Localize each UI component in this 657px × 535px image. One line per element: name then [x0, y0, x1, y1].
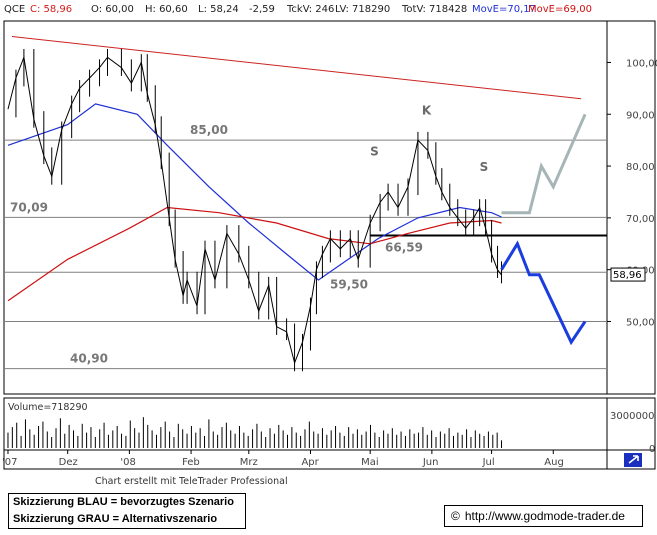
- source-url[interactable]: http://www.godmode-trader.de: [464, 509, 625, 523]
- moving-average-red: [7, 206, 502, 302]
- nav-arrow-icon[interactable]: [624, 453, 642, 467]
- level-label: 40,90: [70, 352, 108, 366]
- header-ma-blue: MovE=70,17: [472, 4, 536, 15]
- y-tick-label: 50,00: [626, 317, 655, 328]
- header-tick-volume: TckV: 246: [286, 4, 334, 15]
- x-tick-label: Jun: [422, 457, 439, 468]
- scenario-legend: Skizzierung BLAU = bevorzugtes Szenario …: [8, 493, 246, 529]
- x-tick-label: Mrz: [240, 457, 258, 468]
- x-tick-label: Mai: [361, 457, 379, 468]
- volume-tick-label: 3000000: [610, 411, 655, 422]
- trendline: [11, 36, 582, 100]
- header-last-volume: LV: 718290: [335, 4, 390, 15]
- x-tick-label: Apr: [301, 457, 319, 468]
- header-close: C: 58,96: [30, 4, 72, 15]
- last-price-label: 58,96: [613, 270, 642, 281]
- y-tick-label: 70,00: [626, 214, 655, 225]
- volume-tick-label: 0: [649, 444, 655, 455]
- x-tick-label: Jul: [482, 457, 495, 468]
- header-open: O: 60,00: [91, 4, 134, 15]
- volume-panel: [3, 397, 608, 451]
- volume-label: Volume=718290: [8, 402, 88, 413]
- header-ma-red: MovE=69,00: [528, 4, 592, 15]
- y-tick-label: 100,00: [626, 58, 657, 69]
- header-symbol: QCE: [4, 4, 25, 15]
- y-tick-label: 80,00: [626, 162, 655, 173]
- x-tick-label: '08: [120, 457, 135, 468]
- header-high: H: 60,60: [145, 4, 188, 15]
- level-label: 66,59: [385, 241, 423, 255]
- x-tick-label: Feb: [182, 457, 200, 468]
- pattern-label: S: [370, 145, 379, 159]
- pattern-label: K: [422, 103, 432, 117]
- level-label: 85,00: [190, 123, 228, 137]
- copyright-icon: ©: [451, 509, 460, 523]
- header-total-volume: TotV: 718428: [401, 4, 467, 15]
- price-axis-panel: [606, 20, 656, 395]
- source-url-box[interactable]: © http://www.godmode-trader.de: [444, 505, 643, 527]
- level-label: 59,50: [330, 277, 368, 291]
- last-price-tag: [610, 267, 646, 282]
- legend-blue-text: Skizzierung BLAU = bevorzugtes Szenario: [13, 496, 234, 508]
- price-line: [7, 55, 502, 365]
- volume-axis-panel: [606, 397, 656, 451]
- header-change: -2,59: [249, 4, 275, 15]
- x-tick-label: Dez: [59, 457, 78, 468]
- chart-credit: Chart erstellt mit TeleTrader Profession…: [95, 476, 288, 487]
- pattern-label: S: [480, 160, 489, 174]
- scenario-blue-path: [500, 240, 587, 346]
- legend-gray-text: Skizzierung GRAU = Alternativszenario: [13, 513, 218, 525]
- y-tick-label: 90,00: [626, 110, 655, 121]
- level-label: 70,09: [10, 200, 48, 214]
- scenario-gray-path: [501, 113, 587, 215]
- x-tick-label: Aug: [544, 457, 564, 468]
- moving-average-blue: [7, 103, 502, 281]
- price-panel: [3, 20, 608, 395]
- x-tick-label: '07: [2, 457, 17, 468]
- header-low: L: 58,24: [198, 4, 239, 15]
